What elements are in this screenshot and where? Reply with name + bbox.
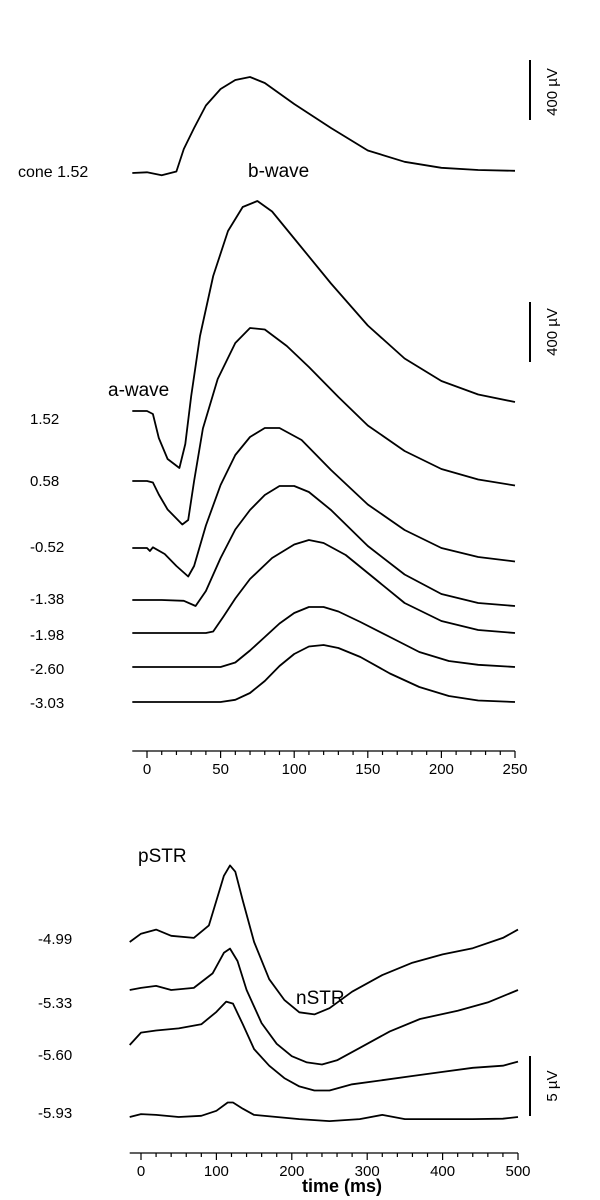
str-tick-label: 400 — [430, 1163, 455, 1180]
x-axis-str: 0 100 200 300 400 500 — [129, 1152, 531, 1180]
str-tick-label: 500 — [505, 1163, 530, 1180]
trace-minus-5-60 — [129, 1000, 519, 1092]
label-minus-5-60: -5.60 — [38, 1047, 72, 1064]
label-minus-2-60: -2.60 — [30, 661, 64, 678]
erg-tick-label: 50 — [212, 761, 229, 778]
panel-cone: cone 1.52 400 µV b-wave — [18, 60, 561, 182]
trace-minus-5-33 — [129, 947, 519, 1066]
label-minus-0-52: -0.52 — [30, 539, 64, 556]
trace-minus-1-38 — [132, 485, 516, 607]
trace-minus-4-99 — [129, 864, 519, 1016]
erg-tick-label: 0 — [143, 761, 151, 778]
erg-tick-label: 250 — [502, 761, 527, 778]
trace-1-52 — [132, 200, 516, 469]
trace-0-58 — [132, 327, 516, 526]
label-minus-1-38: -1.38 — [30, 591, 64, 608]
panel-str: pSTR nSTR -4.99 -5.33 -5.60 -5.93 5 µV 0… — [38, 846, 561, 1196]
scalebar-label-cone: 400 µV — [544, 68, 561, 116]
trace-minus-0-52 — [132, 427, 516, 578]
annotation-a-wave: a-wave — [108, 380, 169, 401]
scalebar-label-str: 5 µV — [544, 1070, 561, 1101]
str-tick-label: 200 — [279, 1163, 304, 1180]
annotation-pstr: pSTR — [138, 846, 187, 867]
panel-erg: a-wave 1.52 0.58 -0.52 -1.38 -1.98 -2.60… — [30, 200, 561, 778]
trace-minus-2-60 — [132, 606, 516, 668]
trace-minus-1-98 — [132, 539, 516, 634]
trace-cone-1-52 — [132, 76, 516, 177]
str-tick-label: 0 — [137, 1163, 145, 1180]
erg-tick-label: 100 — [282, 761, 307, 778]
scalebar-label-erg: 400 µV — [544, 308, 561, 356]
label-cone-1-52: cone 1.52 — [18, 164, 88, 181]
label-minus-3-03: -3.03 — [30, 695, 64, 712]
str-tick-label: 100 — [204, 1163, 229, 1180]
label-minus-5-33: -5.33 — [38, 995, 72, 1012]
annotation-nstr: nSTR — [296, 988, 345, 1009]
label-minus-1-98: -1.98 — [30, 627, 64, 644]
label-minus-4-99: -4.99 — [38, 931, 72, 948]
label-0-58: 0.58 — [30, 473, 59, 490]
erg-tick-label: 200 — [429, 761, 454, 778]
annotation-b-wave: b-wave — [248, 161, 309, 182]
label-minus-5-93: -5.93 — [38, 1105, 72, 1122]
x-axis-erg: 0 50 100 150 200 250 — [132, 750, 528, 778]
trace-minus-3-03 — [132, 644, 516, 703]
erg-tick-label: 150 — [355, 761, 380, 778]
label-1-52: 1.52 — [30, 411, 59, 428]
trace-minus-5-93 — [129, 1101, 519, 1122]
x-axis-title: time (ms) — [302, 1176, 382, 1196]
str-tick-label: 300 — [355, 1163, 380, 1180]
